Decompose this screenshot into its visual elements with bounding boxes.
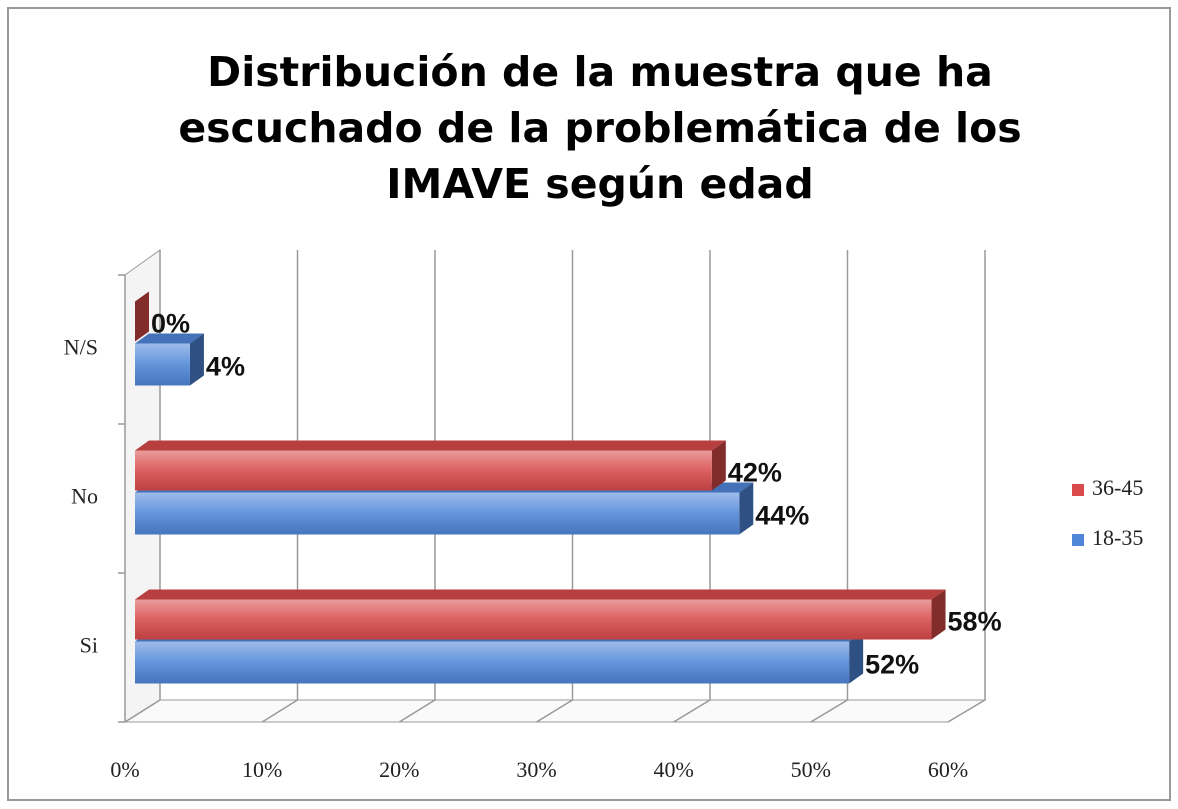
floor-grid-line (124, 699, 161, 723)
chart-title: escuchado de la problemática de los (178, 104, 1021, 152)
bar-top (135, 333, 204, 344)
floor-grid-line (810, 699, 848, 723)
bar (135, 333, 204, 386)
bar-shine (135, 450, 712, 491)
bar-shine (135, 641, 850, 684)
x-tick-label: 10% (242, 757, 282, 782)
legend-label: 18-35 (1092, 525, 1143, 550)
bar (135, 482, 754, 535)
x-tick-label: 50% (791, 757, 831, 782)
y-tick-label: No (71, 484, 98, 509)
x-tick-label: 60% (928, 757, 968, 782)
floor-grid-line (947, 699, 986, 723)
y-tick-label: Si (80, 633, 98, 658)
data-label: 4% (206, 352, 245, 382)
legend-swatch (1072, 534, 1084, 546)
data-label: 0% (151, 309, 190, 339)
y-tick-label: N/S (64, 335, 98, 360)
bar-shine (135, 599, 932, 640)
floor-grid-line (398, 699, 436, 723)
legend-label: 36-45 (1092, 475, 1143, 500)
x-tick-label: 40% (654, 757, 694, 782)
floor-grid-line (536, 699, 573, 723)
data-label: 58% (948, 607, 1002, 637)
bar-side (189, 333, 204, 386)
bar-shine (135, 343, 190, 386)
bar-top (135, 440, 726, 451)
bar (135, 589, 946, 640)
bar (135, 291, 149, 342)
bar-top (135, 589, 946, 600)
bar-side (135, 291, 149, 342)
bar (135, 440, 726, 491)
x-tick-label: 20% (379, 757, 419, 782)
bar-shine (135, 492, 740, 535)
bar-side (931, 589, 946, 640)
data-label: 52% (865, 650, 919, 680)
floor-grid-line (261, 699, 298, 723)
chart-title: IMAVE según edad (386, 160, 813, 208)
x-tick-label: 30% (516, 757, 556, 782)
legend-swatch (1072, 484, 1084, 496)
bar-side (739, 482, 754, 535)
floor-grid-line (673, 699, 711, 723)
data-label: 42% (728, 458, 782, 488)
x-tick-label: 0% (110, 757, 139, 782)
data-label: 44% (755, 501, 809, 531)
bar-side (711, 440, 726, 491)
bar-side (849, 631, 864, 684)
chart-title: Distribución de la muestra que ha (207, 48, 993, 96)
